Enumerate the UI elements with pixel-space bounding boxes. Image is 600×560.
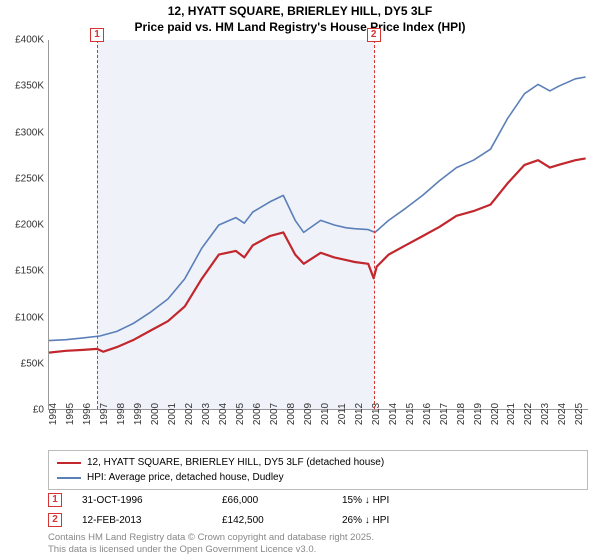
legend-swatch [57, 462, 81, 464]
title-line-1: 12, HYATT SQUARE, BRIERLEY HILL, DY5 3LF [0, 4, 600, 20]
legend-label: HPI: Average price, detached house, Dudl… [87, 470, 284, 485]
marker-table: 1 31-OCT-1996 £66,000 15% ↓ HPI 2 12-FEB-2013… [48, 490, 588, 530]
legend-swatch [57, 477, 81, 479]
x-tick-label: 2001 [167, 403, 178, 425]
x-tick-label: 2000 [150, 403, 161, 425]
y-tick-label: £400K [0, 35, 44, 46]
plot-svg [49, 40, 588, 409]
y-tick-label: £200K [0, 220, 44, 231]
x-tick-label: 2016 [422, 403, 433, 425]
marker-badge: 1 [48, 493, 62, 507]
x-tick-label: 1996 [82, 403, 93, 425]
marker-table-row: 2 12-FEB-2013 £142,500 26% ↓ HPI [48, 510, 588, 530]
x-tick-label: 2024 [557, 403, 568, 425]
marker-date: 12-FEB-2013 [82, 515, 202, 526]
x-tick-label: 1998 [116, 403, 127, 425]
marker-diff: 15% ↓ HPI [342, 495, 389, 506]
x-tick-label: 1999 [133, 403, 144, 425]
x-tick-label: 2010 [320, 403, 331, 425]
credit-line-2: This data is licensed under the Open Gov… [48, 544, 588, 556]
x-tick-label: 1994 [48, 403, 59, 425]
chart-container: 12, HYATT SQUARE, BRIERLEY HILL, DY5 3LF… [0, 0, 600, 560]
x-tick-label: 2011 [337, 403, 348, 425]
x-tick-label: 1997 [99, 403, 110, 425]
credit-text: Contains HM Land Registry data © Crown c… [48, 532, 588, 556]
legend-row: HPI: Average price, detached house, Dudl… [57, 470, 579, 485]
series-hpi [49, 77, 586, 341]
credit-line-1: Contains HM Land Registry data © Crown c… [48, 532, 588, 544]
legend-label: 12, HYATT SQUARE, BRIERLEY HILL, DY5 3LF… [87, 455, 384, 470]
marker-diff: 26% ↓ HPI [342, 515, 389, 526]
x-tick-label: 2013 [371, 403, 382, 425]
plot-area: 12 [48, 40, 588, 410]
marker-table-row: 1 31-OCT-1996 £66,000 15% ↓ HPI [48, 490, 588, 510]
x-tick-label: 2007 [269, 403, 280, 425]
x-tick-label: 2008 [286, 403, 297, 425]
y-tick-label: £300K [0, 127, 44, 138]
x-tick-label: 2020 [490, 403, 501, 425]
y-tick-label: £350K [0, 81, 44, 92]
y-tick-label: £250K [0, 173, 44, 184]
x-tick-label: 2006 [252, 403, 263, 425]
x-tick-label: 2014 [388, 403, 399, 425]
x-tick-label: 2009 [303, 403, 314, 425]
sale-marker-badge: 2 [367, 28, 381, 42]
x-tick-label: 2015 [405, 403, 416, 425]
marker-badge: 2 [48, 513, 62, 527]
y-tick-label: £50K [0, 358, 44, 369]
sale-marker-vline [97, 40, 98, 409]
x-tick-label: 2021 [506, 403, 517, 425]
marker-date: 31-OCT-1996 [82, 495, 202, 506]
x-tick-label: 2023 [540, 403, 551, 425]
legend-box: 12, HYATT SQUARE, BRIERLEY HILL, DY5 3LF… [48, 450, 588, 490]
legend-row: 12, HYATT SQUARE, BRIERLEY HILL, DY5 3LF… [57, 455, 579, 470]
marker-price: £66,000 [222, 495, 322, 506]
sale-marker-badge: 1 [90, 28, 104, 42]
x-tick-label: 2002 [184, 403, 195, 425]
marker-price: £142,500 [222, 515, 322, 526]
x-tick-label: 2025 [574, 403, 585, 425]
x-tick-label: 2017 [439, 403, 450, 425]
x-tick-label: 2003 [201, 403, 212, 425]
x-tick-label: 2005 [235, 403, 246, 425]
x-tick-label: 2012 [354, 403, 365, 425]
x-tick-label: 2019 [473, 403, 484, 425]
y-tick-label: £0 [0, 405, 44, 416]
x-tick-label: 1995 [65, 403, 76, 425]
x-tick-label: 2018 [456, 403, 467, 425]
series-property [49, 158, 586, 352]
x-tick-label: 2004 [218, 403, 229, 425]
y-tick-label: £150K [0, 266, 44, 277]
x-tick-label: 2022 [523, 403, 534, 425]
sale-marker-vline [374, 40, 375, 409]
y-tick-label: £100K [0, 312, 44, 323]
